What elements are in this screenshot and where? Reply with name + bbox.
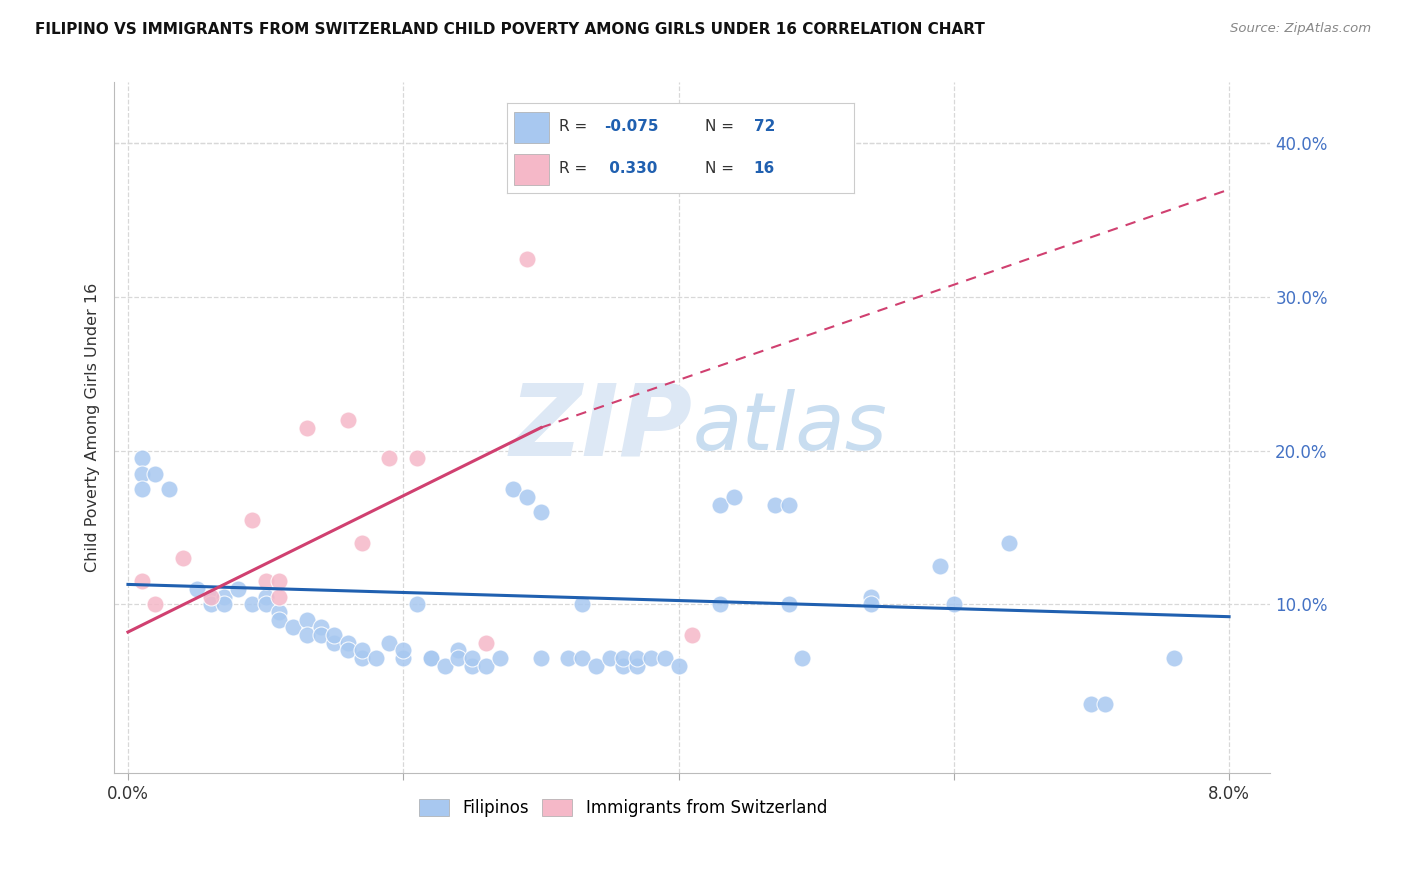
- Point: [571, 598, 593, 612]
- Point: [668, 658, 690, 673]
- Point: [145, 467, 167, 481]
- Point: [337, 643, 360, 657]
- Point: [200, 590, 222, 604]
- Point: [626, 651, 648, 665]
- Point: [419, 651, 441, 665]
- Point: [709, 498, 731, 512]
- Point: [131, 451, 153, 466]
- Point: [131, 574, 153, 589]
- Point: [1094, 698, 1116, 712]
- Point: [599, 651, 621, 665]
- Point: [200, 590, 222, 604]
- Point: [585, 658, 607, 673]
- Point: [254, 574, 277, 589]
- Point: [269, 605, 291, 619]
- Point: [763, 498, 786, 512]
- Point: [681, 628, 703, 642]
- Point: [269, 574, 291, 589]
- Point: [254, 598, 277, 612]
- Point: [723, 490, 745, 504]
- Point: [350, 643, 373, 657]
- Point: [929, 558, 952, 573]
- Point: [778, 598, 800, 612]
- Point: [295, 420, 318, 434]
- Point: [295, 628, 318, 642]
- Point: [364, 651, 387, 665]
- Point: [350, 536, 373, 550]
- Point: [502, 482, 524, 496]
- Point: [392, 651, 415, 665]
- Point: [860, 590, 883, 604]
- Point: [131, 467, 153, 481]
- Point: [612, 651, 634, 665]
- Text: ZIP: ZIP: [509, 379, 692, 476]
- Point: [792, 651, 814, 665]
- Point: [172, 551, 194, 566]
- Point: [337, 636, 360, 650]
- Point: [654, 651, 676, 665]
- Point: [640, 651, 662, 665]
- Point: [516, 490, 538, 504]
- Point: [571, 651, 593, 665]
- Y-axis label: Child Poverty Among Girls Under 16: Child Poverty Among Girls Under 16: [86, 283, 100, 573]
- Point: [1163, 651, 1185, 665]
- Point: [323, 636, 346, 650]
- Point: [378, 636, 401, 650]
- Point: [530, 651, 553, 665]
- Point: [557, 651, 579, 665]
- Point: [406, 598, 429, 612]
- Point: [475, 636, 498, 650]
- Text: atlas: atlas: [692, 389, 887, 467]
- Point: [309, 628, 332, 642]
- Point: [254, 590, 277, 604]
- Point: [860, 598, 883, 612]
- Text: Source: ZipAtlas.com: Source: ZipAtlas.com: [1230, 22, 1371, 36]
- Point: [475, 658, 498, 673]
- Point: [942, 598, 965, 612]
- Point: [612, 658, 634, 673]
- Point: [378, 451, 401, 466]
- Point: [392, 643, 415, 657]
- Point: [447, 651, 470, 665]
- Point: [516, 252, 538, 266]
- Legend: Filipinos, Immigrants from Switzerland: Filipinos, Immigrants from Switzerland: [412, 792, 834, 824]
- Point: [281, 620, 304, 634]
- Point: [488, 651, 510, 665]
- Point: [131, 482, 153, 496]
- Point: [240, 598, 263, 612]
- Point: [269, 590, 291, 604]
- Point: [626, 658, 648, 673]
- Point: [145, 598, 167, 612]
- Point: [186, 582, 208, 596]
- Point: [778, 498, 800, 512]
- Text: FILIPINO VS IMMIGRANTS FROM SWITZERLAND CHILD POVERTY AMONG GIRLS UNDER 16 CORRE: FILIPINO VS IMMIGRANTS FROM SWITZERLAND …: [35, 22, 986, 37]
- Point: [461, 651, 484, 665]
- Point: [309, 620, 332, 634]
- Point: [1080, 698, 1102, 712]
- Point: [406, 451, 429, 466]
- Point: [269, 613, 291, 627]
- Point: [709, 598, 731, 612]
- Point: [226, 582, 249, 596]
- Point: [350, 651, 373, 665]
- Point: [530, 505, 553, 519]
- Point: [419, 651, 441, 665]
- Point: [295, 613, 318, 627]
- Point: [157, 482, 180, 496]
- Point: [323, 628, 346, 642]
- Point: [998, 536, 1021, 550]
- Point: [433, 658, 456, 673]
- Point: [200, 598, 222, 612]
- Point: [337, 413, 360, 427]
- Point: [447, 643, 470, 657]
- Point: [240, 513, 263, 527]
- Point: [214, 590, 236, 604]
- Point: [461, 658, 484, 673]
- Point: [214, 598, 236, 612]
